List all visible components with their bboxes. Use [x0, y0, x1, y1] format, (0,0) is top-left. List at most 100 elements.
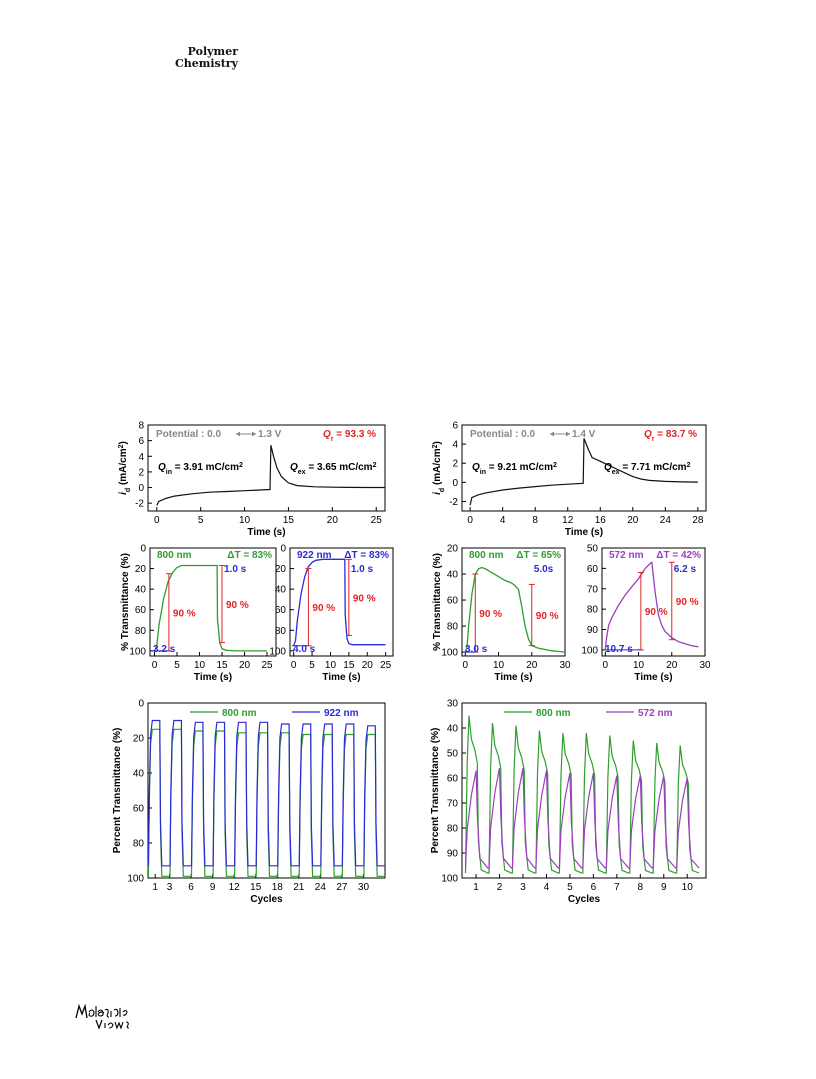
cyc-right-chart: 1 2 3 4 5 6 7 8 9 10 30 40 50 60 70 80 90 100 Cycles Percen…	[430, 699, 707, 905]
sw-800a-chart: 0 5 10 15 20 25 0 20 40 60 80 100 Time (s) % Transmit…	[120, 544, 277, 683]
cv-right-xtick-label: 24	[660, 515, 672, 526]
sw-572b-ytick-label: 70	[587, 584, 599, 595]
cyc-right-ytick-label: 80	[447, 824, 459, 835]
sw-922a-xtick-label: 25	[380, 660, 392, 671]
sw-572b-ytick-label: 80	[587, 605, 599, 616]
cv-left-qr-label-part: = 93.3 %	[334, 429, 377, 440]
sw-800b-transmittance-line	[464, 566, 566, 653]
cv-right-xtick-label: 20	[627, 515, 639, 526]
cyc-left-series-0	[147, 728, 385, 877]
sw-572b-xtick-label: 30	[699, 660, 711, 671]
cv-right-ylabel: id (mA/cm2)	[432, 441, 446, 495]
cv-right-qr-label-part: Q	[644, 429, 652, 440]
cv-left-qin-label-part: in	[166, 469, 172, 476]
cyc-right-xtick-label: 8	[638, 882, 644, 893]
sw-800b-wavelength-label: 800 nm	[469, 550, 504, 561]
cyc-right-xtick-label: 1	[473, 882, 479, 893]
cv-right-ytick-label: 6	[452, 421, 458, 432]
sw-800a-percent-label: 90 %	[226, 600, 249, 611]
cyc-right-legend-label-1: 572 nm	[638, 708, 673, 719]
cyc-right-ylabel: Percent Transmittance (%)	[430, 728, 441, 854]
cv-left-potential-label: Potential : 0.0	[156, 429, 221, 440]
cyc-left-series-1	[147, 719, 385, 867]
cv-left-xtick-label: 15	[283, 515, 295, 526]
sw-800a-color-time: 1.0 s	[224, 564, 247, 575]
sw-922a-chart: 0 5 10 15 20 25 0 20 40 60 80 100 Time (s) 922 nm ΔT =…	[269, 544, 394, 683]
cv-left-frame	[147, 424, 386, 512]
cv-left-xlabel: Time (s)	[247, 527, 285, 538]
cv-right-ylabel-part: i	[432, 492, 443, 495]
cv-right-ytick-label: -2	[449, 497, 458, 508]
sw-922a-percent-label: 90 %	[353, 593, 376, 604]
cv-right-qin-label-part: 2	[553, 462, 557, 469]
cv-right-potential-label: Potential : 0.0	[470, 429, 535, 440]
sw-572b-percent-label: 90 %	[676, 597, 699, 608]
cv-left-xtick-label: 25	[371, 515, 383, 526]
cyc-left-chart: 1 3 6 9 12 15 18 21 24 27 30 0 20 40 60 80 100 Cycles Perc…	[112, 699, 386, 905]
cv-left-xtick-label: 20	[327, 515, 339, 526]
cyc-right-ytick-label: 40	[447, 724, 459, 735]
cv-left-xtick-label: 5	[198, 515, 204, 526]
sw-922a-wavelength-label: 922 nm	[297, 550, 332, 561]
cv-right-potential-end: 1.4 V	[572, 429, 596, 440]
cv-right-qex-label-part: 2	[687, 462, 691, 469]
sw-800a-xtick-label: 25	[261, 660, 273, 671]
cv-right-qex-label-part: Q	[604, 462, 612, 473]
cyc-left-xtick-label: 30	[358, 882, 370, 893]
sw-800a-percent-label: 90 %	[173, 608, 196, 619]
cv-right-qr-label: Qr = 83.7 %	[644, 429, 697, 443]
sw-922a-ytick-label: 100	[269, 646, 286, 657]
sw-800b-xtick-label: 30	[559, 660, 571, 671]
cv-right-xtick-label: 16	[595, 515, 607, 526]
journal-logo: Polymer Chemistry	[158, 46, 238, 70]
cv-right-qex-label-part: ex	[612, 469, 620, 476]
cyc-left-frame	[147, 702, 386, 879]
cyc-right-xtick-label: 3	[520, 882, 526, 893]
sw-800b-xtick-label: 20	[526, 660, 538, 671]
sw-572b-ytick-label: 90	[587, 625, 599, 636]
cyc-right-ytick-label: 60	[447, 774, 459, 785]
sw-800a-ytick-label: 60	[135, 605, 147, 616]
cv-right-qr-label-part: = 83.7 %	[655, 429, 698, 440]
cv-left-xtick-label: 0	[154, 515, 160, 526]
sw-800a-ytick-label: 100	[129, 646, 146, 657]
sw-922a-xtick-label: 20	[362, 660, 374, 671]
cyc-left-ytick-label: 80	[133, 839, 145, 850]
cyc-right-xtick-label: 5	[567, 882, 573, 893]
sw-572b-ytick-label: 60	[587, 564, 599, 575]
cv-left-ytick-label: 8	[138, 421, 144, 432]
sw-922a-bleach-time: 4.0 s	[293, 644, 316, 655]
sw-800a-xtick-label: 20	[239, 660, 251, 671]
sw-800a-ytick-label: 20	[135, 564, 147, 575]
cv-left-potential-end: 1.3 V	[258, 429, 282, 440]
sw-800b-ytick-label: 20	[447, 544, 459, 555]
sw-800b-color-time: 5.0s	[534, 564, 554, 575]
cv-left-qin-label-part: Q	[158, 462, 166, 473]
cv-right-xlabel: Time (s)	[565, 527, 603, 538]
sw-922a-transmittance-line	[293, 558, 386, 646]
cv-right-qin-label-part: Q	[472, 462, 480, 473]
cyc-right-ytick-label: 100	[441, 874, 458, 885]
cyc-right-xtick-label: 9	[661, 882, 667, 893]
cyc-left-ytick-label: 40	[133, 769, 145, 780]
cv-right-xtick-label: 4	[500, 515, 506, 526]
sw-572b-percent-label: 90 %	[645, 607, 668, 618]
cv-right-ylabel-part: 2	[432, 444, 439, 448]
sw-800a-ytick-label: 80	[135, 626, 147, 637]
sw-800b-xlabel: Time (s)	[494, 672, 532, 683]
cv-right-qr-label-part: r	[652, 436, 655, 443]
sw-572b-xlabel: Time (s)	[634, 672, 672, 683]
cyc-right-xtick-label: 4	[544, 882, 550, 893]
cv-left-qin-label-part: = 3.91 mC/cm	[172, 462, 239, 473]
cv-right-potential-arrowheads	[550, 431, 570, 437]
cv-left-qex-label-part: 2	[373, 462, 377, 469]
cv-right-ylabel-part: d	[439, 488, 446, 492]
cyc-right-ytick-label: 70	[447, 799, 459, 810]
sw-800a-xtick-label: 10	[194, 660, 206, 671]
sw-800a-frame	[149, 547, 277, 657]
sw-800a-xtick-label: 5	[174, 660, 180, 671]
sw-572b-ytick-label: 50	[587, 544, 599, 555]
cyc-left-xtick-label: 3	[167, 882, 173, 893]
